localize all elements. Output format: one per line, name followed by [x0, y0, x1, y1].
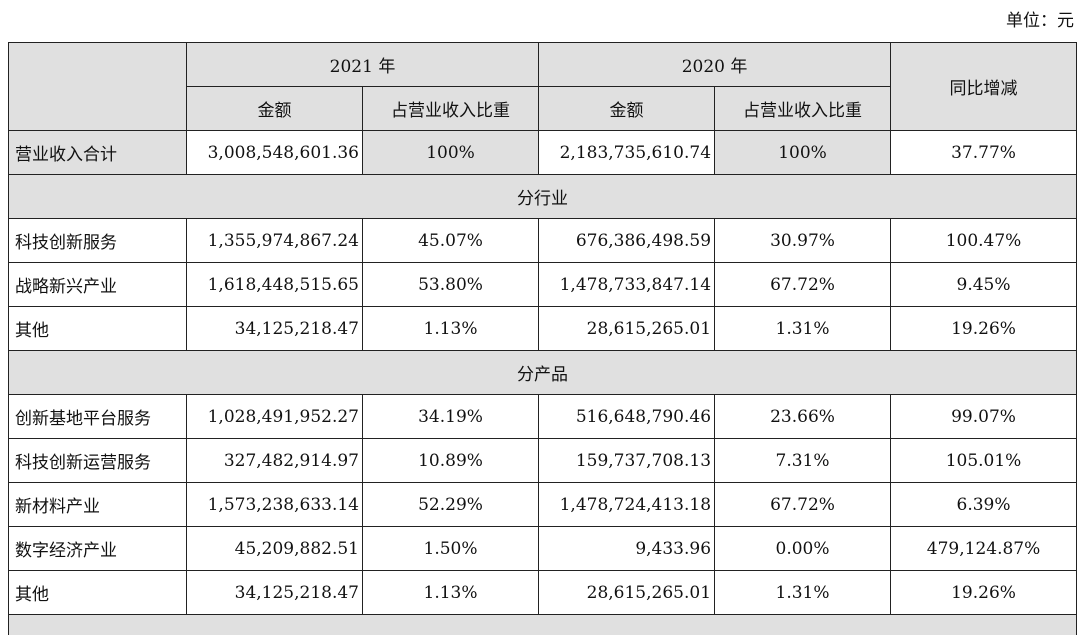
header-row-columns: 金额 占营业收入比重 金额 占营业收入比重 [9, 86, 1077, 131]
total-yoy: 37.77% [890, 130, 1078, 175]
header-share-2021: 占营业收入比重 [361, 86, 540, 131]
amount-2020: 159,737,708.13 [538, 438, 716, 483]
table-row: 其他 34,125,218.47 1.13% 28,615,265.01 1.3… [8, 306, 1078, 351]
row-label: 创新基地平台服务 [8, 394, 187, 439]
total-share-2021: 100% [361, 130, 540, 175]
amount-2021: 1,355,974,867.24 [186, 218, 363, 263]
yoy-change: 6.39% [890, 482, 1078, 527]
cutoff-cell [7, 614, 1078, 635]
header-amount-2020: 金额 [538, 86, 716, 131]
amount-2020: 9,433.96 [538, 526, 716, 571]
yoy-change: 19.26% [890, 570, 1078, 615]
share-2020: 67.72% [714, 262, 892, 307]
header-share-2020: 占营业收入比重 [714, 86, 892, 131]
total-label: 营业收入合计 [8, 130, 187, 175]
share-2021: 34.19% [361, 394, 540, 439]
amount-2021: 1,618,448,515.65 [186, 262, 363, 307]
amount-2020: 28,615,265.01 [538, 306, 716, 351]
row-label: 其他 [8, 306, 187, 351]
amount-2020: 516,648,790.46 [538, 394, 716, 439]
table-row: 科技创新服务 1,355,974,867.24 45.07% 676,386,4… [8, 218, 1078, 263]
share-2020: 1.31% [714, 570, 892, 615]
table-row: 科技创新运营服务 327,482,914.97 10.89% 159,737,7… [8, 438, 1078, 483]
amount-2021: 34,125,218.47 [186, 306, 363, 351]
amount-2021: 327,482,914.97 [186, 438, 363, 483]
revenue-table: 2021 年 2020 年 同比增减 金额 占营业收入比重 金额 占营业收入比重… [7, 42, 1078, 635]
total-amount-2021: 3,008,548,601.36 [186, 130, 363, 175]
yoy-change: 99.07% [890, 394, 1078, 439]
yoy-change: 105.01% [890, 438, 1078, 483]
table-row: 战略新兴产业 1,618,448,515.65 53.80% 1,478,733… [8, 262, 1078, 307]
total-share-2020: 100% [714, 130, 892, 175]
share-2021: 1.13% [361, 570, 540, 615]
row-label: 其他 [8, 570, 187, 615]
header-amount-2021: 金额 [186, 86, 363, 131]
cutoff-row [7, 614, 1078, 635]
amount-2020: 28,615,265.01 [538, 570, 716, 615]
row-label: 新材料产业 [8, 482, 187, 527]
amount-2021: 45,209,882.51 [186, 526, 363, 571]
yoy-change: 19.26% [890, 306, 1078, 351]
section-product: 分产品 [7, 350, 1078, 395]
row-label: 战略新兴产业 [8, 262, 187, 307]
table-row: 数字经济产业 45,209,882.51 1.50% 9,433.96 0.00… [8, 526, 1078, 571]
amount-2021: 1,028,491,952.27 [186, 394, 363, 439]
section-title-industry: 分行业 [7, 174, 1078, 219]
row-label: 数字经济产业 [8, 526, 187, 571]
share-2021: 1.50% [361, 526, 540, 571]
unit-label: 单位：元 [1006, 11, 1074, 31]
share-2020: 23.66% [714, 394, 892, 439]
share-2020: 0.00% [714, 526, 892, 571]
share-2021: 10.89% [361, 438, 540, 483]
share-2020: 30.97% [714, 218, 892, 263]
section-title-product: 分产品 [7, 350, 1078, 395]
share-2020: 7.31% [714, 438, 892, 483]
share-2021: 52.29% [361, 482, 540, 527]
yoy-change: 9.45% [890, 262, 1078, 307]
table-row: 新材料产业 1,573,238,633.14 52.29% 1,478,724,… [8, 482, 1078, 527]
header-yoy: 同比增减 [890, 42, 1078, 131]
amount-2020: 1,478,724,413.18 [538, 482, 716, 527]
section-industry: 分行业 [7, 174, 1078, 219]
amount-2020: 676,386,498.59 [538, 218, 716, 263]
header-row-years: 2021 年 2020 年 同比增减 [8, 42, 1078, 131]
table-row: 其他 34,125,218.47 1.13% 28,615,265.01 1.3… [8, 570, 1078, 615]
total-row: 营业收入合计 3,008,548,601.36 100% 2,183,735,6… [8, 130, 1078, 175]
share-2021: 45.07% [361, 218, 540, 263]
yoy-change: 100.47% [890, 218, 1078, 263]
share-2020: 67.72% [714, 482, 892, 527]
row-label: 科技创新服务 [8, 218, 187, 263]
header-corner [8, 42, 187, 131]
row-label: 科技创新运营服务 [8, 438, 187, 483]
yoy-change: 479,124.87% [890, 526, 1078, 571]
amount-2021: 34,125,218.47 [186, 570, 363, 615]
share-2020: 1.31% [714, 306, 892, 351]
share-2021: 53.80% [361, 262, 540, 307]
amount-2020: 1,478,733,847.14 [538, 262, 716, 307]
table-row: 创新基地平台服务 1,028,491,952.27 34.19% 516,648… [8, 394, 1078, 439]
total-amount-2020: 2,183,735,610.74 [538, 130, 716, 175]
amount-2021: 1,573,238,633.14 [186, 482, 363, 527]
header-year-2020: 2020 年 [538, 42, 892, 87]
share-2021: 1.13% [361, 306, 540, 351]
header-year-2021: 2021 年 [185, 42, 540, 87]
